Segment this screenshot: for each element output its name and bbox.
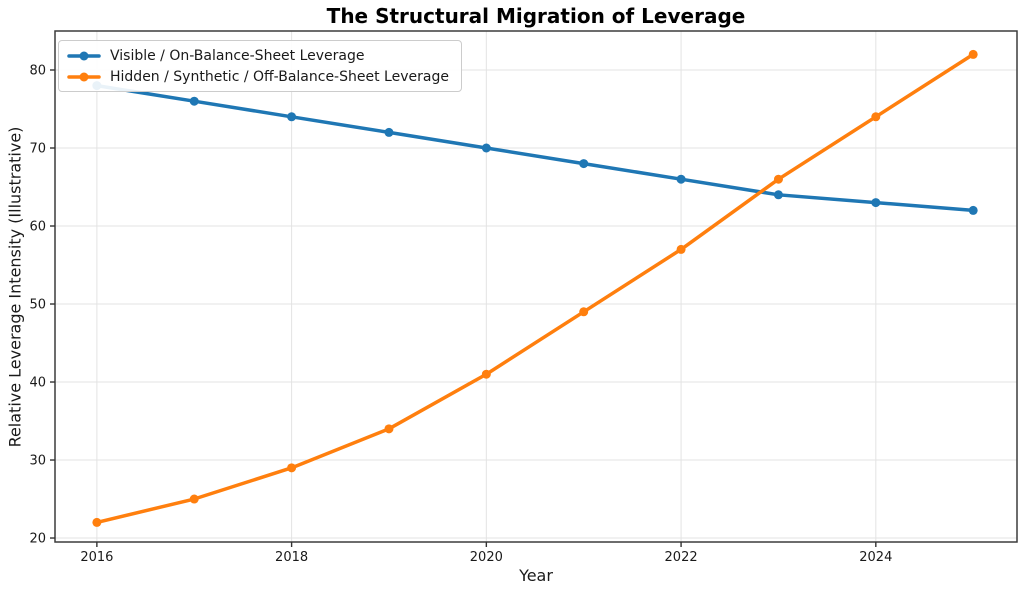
- y-tick-label: 80: [29, 64, 46, 79]
- data-point-series-1: [579, 307, 589, 317]
- data-point-series-0: [579, 159, 589, 169]
- legend: Visible / On-Balance-Sheet Leverage Hidd…: [58, 40, 462, 92]
- x-tick-label: 2018: [275, 550, 308, 565]
- y-tick-label: 30: [29, 454, 46, 469]
- legend-label-hidden-leverage: Hidden / Synthetic / Off-Balance-Sheet L…: [110, 68, 449, 85]
- data-point-series-0: [968, 205, 978, 215]
- x-tick-label: 2016: [80, 550, 113, 565]
- x-tick-label: 2024: [859, 550, 892, 565]
- chart-title: The Structural Migration of Leverage: [326, 4, 746, 28]
- data-point-series-0: [676, 174, 686, 184]
- data-point-series-1: [871, 112, 881, 122]
- series-line-0: [95, 83, 975, 213]
- data-point-series-1: [481, 369, 491, 379]
- data-point-series-0: [481, 143, 491, 153]
- y-tick-label: 20: [29, 532, 46, 547]
- x-axis-label: Year: [519, 566, 553, 585]
- y-tick-label: 60: [29, 220, 46, 235]
- line-marker-icon: [67, 72, 101, 81]
- data-point-series-1: [189, 494, 199, 504]
- data-point-series-1: [773, 174, 783, 184]
- data-point-series-0: [287, 112, 297, 122]
- data-point-series-1: [676, 244, 686, 254]
- data-point-series-0: [773, 190, 783, 200]
- data-point-series-1: [287, 463, 297, 473]
- axes-spines: [54, 30, 1018, 543]
- y-tick-label: 40: [29, 376, 46, 391]
- data-point-series-0: [871, 198, 881, 208]
- data-point-series-1: [968, 49, 978, 59]
- data-point-series-0: [384, 127, 394, 137]
- legend-item-hidden-leverage: Hidden / Synthetic / Off-Balance-Sheet L…: [67, 67, 449, 86]
- legend-label-visible-leverage: Visible / On-Balance-Sheet Leverage: [110, 47, 365, 64]
- data-point-series-1: [92, 517, 102, 527]
- legend-item-visible-leverage: Visible / On-Balance-Sheet Leverage: [67, 46, 449, 65]
- x-tick-label: 2022: [665, 550, 698, 565]
- y-tick-label: 70: [29, 142, 46, 157]
- line-marker-icon: [67, 51, 101, 60]
- y-tick-label: 50: [29, 298, 46, 313]
- x-tick-label: 2020: [470, 550, 503, 565]
- data-point-series-1: [384, 424, 394, 434]
- data-point-series-0: [189, 96, 199, 106]
- series-line-1: [95, 52, 975, 525]
